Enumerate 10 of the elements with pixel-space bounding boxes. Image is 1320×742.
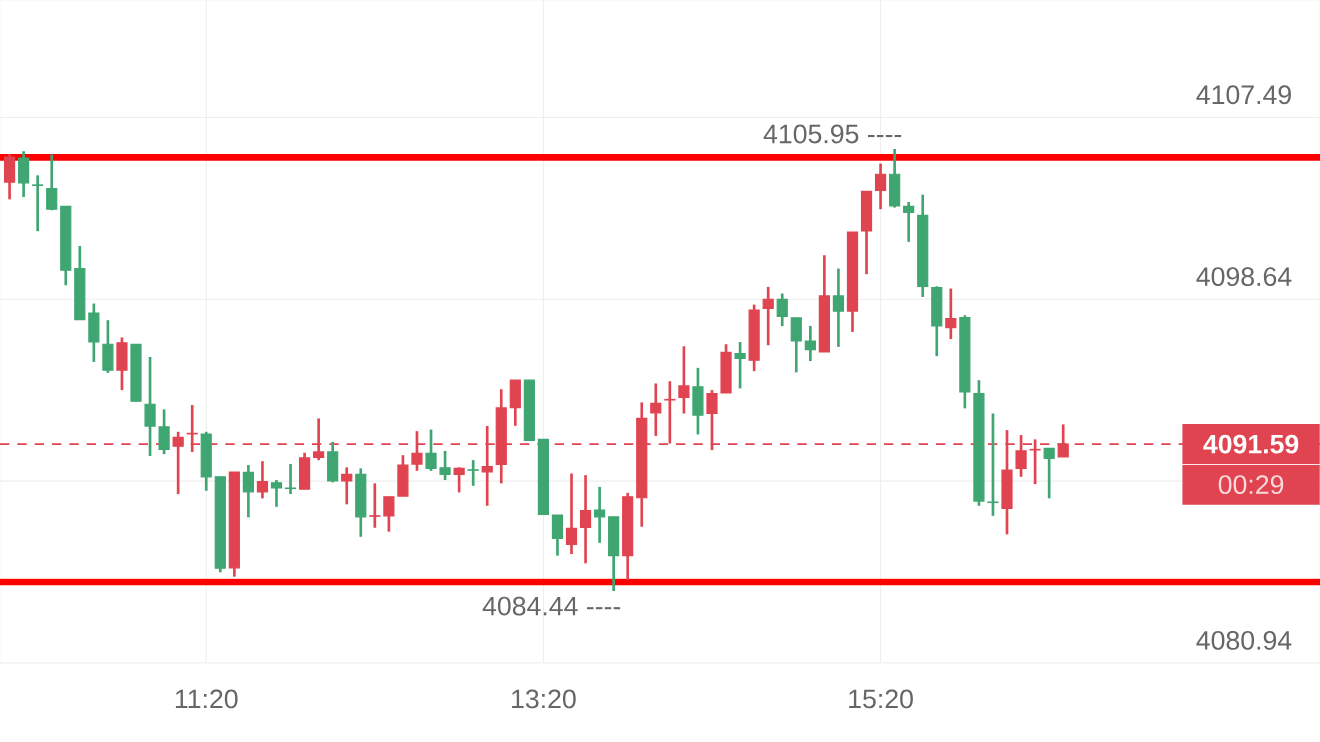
y-tick-label: 4107.49: [1196, 85, 1291, 105]
y-tick-label: 4098.64: [1196, 267, 1292, 287]
y-tick-label: 4080.94: [1196, 630, 1292, 650]
ref-line-label: 4091.59: [1203, 434, 1299, 454]
annotation: 00:29: [1218, 475, 1284, 495]
x-tick-label: 11:20: [175, 689, 238, 709]
annotation: 4084.44 ----: [482, 596, 621, 616]
x-tick-label: 15:20: [849, 689, 913, 709]
x-tick-label: 13:20: [512, 689, 576, 709]
annotation: 4105.95 ----: [763, 124, 902, 144]
